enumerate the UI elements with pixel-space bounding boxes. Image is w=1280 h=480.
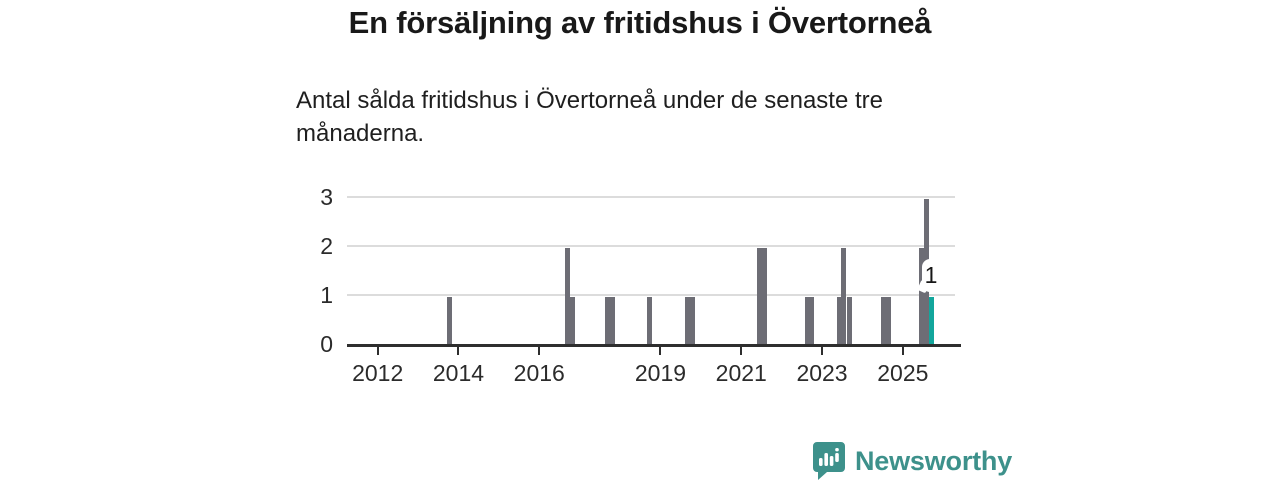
x-axis-tick <box>538 347 541 355</box>
x-axis-tick <box>821 347 824 355</box>
x-axis-label: 2025 <box>877 360 929 386</box>
bar <box>756 248 762 344</box>
bar <box>809 297 815 344</box>
bar <box>919 248 925 344</box>
chart-title: En försäljning av fritidshus i Övertorne… <box>348 5 932 40</box>
x-axis-label: 2016 <box>513 360 565 386</box>
bar <box>605 297 611 344</box>
bar <box>762 248 768 344</box>
y-axis-label: 3 <box>320 184 333 210</box>
x-axis-label: 2012 <box>352 360 404 386</box>
newsworthy-logo-icon <box>813 442 845 480</box>
chart-subtitle: Antal sålda fritidshus i Övertorneå unde… <box>296 84 996 150</box>
highlighted-bar <box>928 297 934 344</box>
newsworthy-wordmark: Newsworthy <box>855 445 1013 476</box>
x-axis-label: 2019 <box>634 360 687 386</box>
bar <box>609 297 615 344</box>
y-axis-label: 0 <box>320 331 333 357</box>
x-axis-tick <box>901 347 904 355</box>
bar <box>881 297 887 344</box>
bar <box>565 248 571 344</box>
x-axis-tick <box>659 347 662 355</box>
bar <box>804 297 810 344</box>
y-axis-label: 2 <box>320 233 333 259</box>
x-axis-label: 2023 <box>796 360 848 386</box>
last-value-label: 1 <box>924 262 938 288</box>
gridline <box>347 245 955 247</box>
newsworthy-branding: Newsworthy <box>813 442 1012 480</box>
bar <box>570 297 576 344</box>
bar <box>841 248 847 344</box>
chart-subtitle-line1: Antal sålda fritidshus i Övertorneå unde… <box>296 87 883 114</box>
x-axis-tick <box>457 347 460 355</box>
x-axis-label: 2021 <box>715 360 767 386</box>
gridline <box>347 294 955 296</box>
bar <box>847 297 852 344</box>
chart-subtitle-line2: månaderna. <box>296 120 425 147</box>
gridline <box>347 196 955 198</box>
bar <box>836 297 842 344</box>
y-axis-label: 1 <box>320 282 333 308</box>
x-axis-tick <box>740 347 743 355</box>
bar <box>689 297 695 344</box>
x-axis-label: 2014 <box>432 360 485 386</box>
bar <box>646 297 652 344</box>
x-axis-line <box>347 344 961 347</box>
x-axis-tick <box>376 347 379 355</box>
bar <box>446 297 452 344</box>
bar <box>685 297 691 344</box>
bar <box>886 297 892 344</box>
